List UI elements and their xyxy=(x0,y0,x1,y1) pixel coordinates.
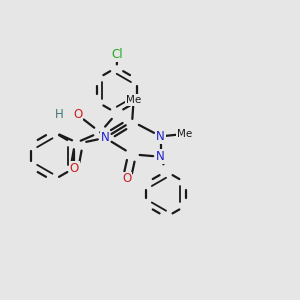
Text: O: O xyxy=(73,108,82,122)
Text: N: N xyxy=(101,131,110,144)
Text: Cl: Cl xyxy=(112,48,123,61)
Text: Me: Me xyxy=(126,95,141,105)
Text: H: H xyxy=(55,108,64,122)
Text: N: N xyxy=(156,150,165,163)
Text: O: O xyxy=(70,161,79,175)
Text: Me: Me xyxy=(177,129,192,139)
Text: N: N xyxy=(156,130,165,143)
Text: O: O xyxy=(122,172,131,185)
